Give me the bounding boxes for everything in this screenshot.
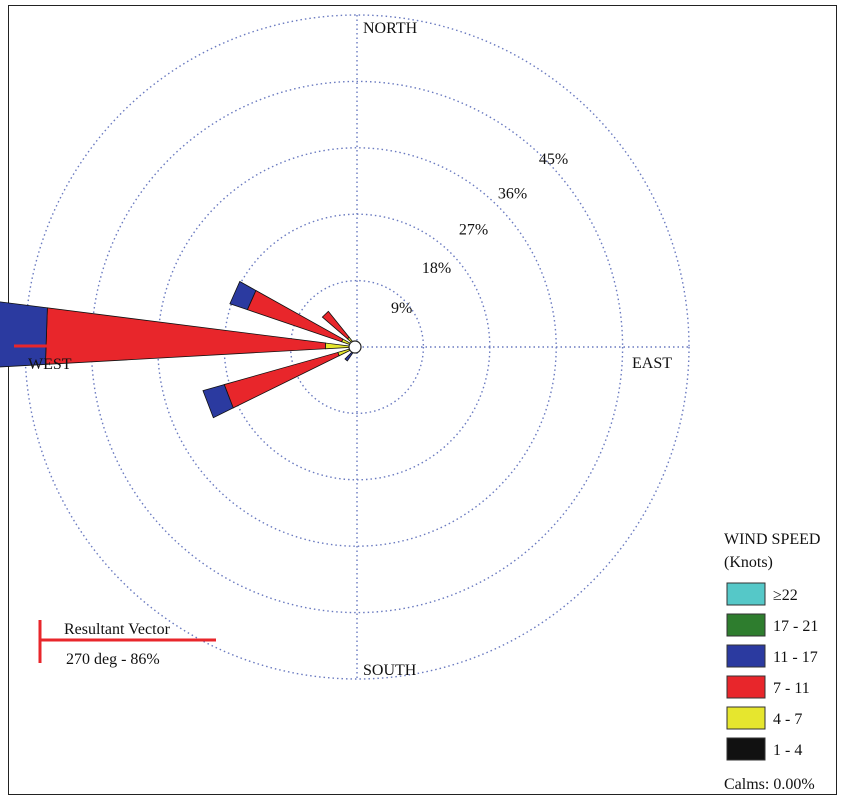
legend-swatch-0 bbox=[726, 582, 766, 606]
legend-subtitle: (Knots) bbox=[724, 554, 773, 571]
legend-swatch-4 bbox=[726, 706, 766, 730]
legend-swatch-3 bbox=[726, 675, 766, 699]
direction-west: WEST bbox=[28, 356, 72, 373]
petal-272-bin-11-17 bbox=[0, 301, 48, 368]
petal-316-bin-7-11 bbox=[321, 310, 350, 340]
legend-items: ≥22 17 - 21 11 - 17 7 - 11 4 - 7 1 - 4 bbox=[726, 582, 818, 761]
legend-title: WIND SPEED bbox=[724, 531, 820, 548]
petals-layer bbox=[0, 280, 358, 419]
petal-249 bbox=[202, 346, 358, 419]
legend-calms: Calms: 0.00% bbox=[724, 776, 815, 793]
resultant-vector-title: Resultant Vector bbox=[64, 621, 171, 638]
legend-label-4: 4 - 7 bbox=[773, 711, 802, 728]
ring-label-18: 18% bbox=[422, 260, 451, 277]
ring-label-27: 27% bbox=[459, 222, 488, 239]
legend-swatch-5 bbox=[726, 737, 766, 761]
legend-label-0: ≥22 bbox=[773, 587, 798, 604]
wind-speed-legend: WIND SPEED (Knots) ≥22 17 - 21 11 - 17 7 - … bbox=[724, 531, 820, 793]
legend-label-5: 1 - 4 bbox=[773, 742, 802, 759]
legend-label-1: 17 - 21 bbox=[773, 618, 818, 635]
ring-36 bbox=[90, 80, 624, 614]
ring-label-36: 36% bbox=[498, 185, 527, 202]
ring-label-9: 9% bbox=[391, 300, 412, 317]
petal-249-bin-7-11 bbox=[223, 351, 340, 409]
legend-label-2: 11 - 17 bbox=[773, 649, 818, 666]
petal-294 bbox=[229, 280, 358, 348]
ring-45 bbox=[24, 14, 690, 680]
petal-220-bin-11-17 bbox=[344, 351, 354, 362]
petal-294-bin-11-17 bbox=[229, 280, 257, 311]
petal-249-bin-11-17 bbox=[202, 384, 234, 419]
petal-272 bbox=[0, 301, 358, 368]
legend-swatch-1 bbox=[726, 613, 766, 637]
resultant-vector-legend: Resultant Vector 270 deg - 86% bbox=[14, 344, 216, 668]
ring-labels-layer: 9% 18% 27% 36% 45% bbox=[391, 151, 568, 317]
direction-north: NORTH bbox=[363, 20, 418, 37]
ring-label-45: 45% bbox=[539, 151, 568, 168]
resultant-vector-value: 270 deg - 86% bbox=[66, 651, 160, 668]
direction-east: EAST bbox=[632, 355, 672, 372]
legend-label-3: 7 - 11 bbox=[773, 680, 810, 697]
direction-south: SOUTH bbox=[363, 662, 417, 679]
chart-frame bbox=[8, 5, 837, 795]
center-circle bbox=[348, 340, 362, 354]
legend-swatch-2 bbox=[726, 644, 766, 668]
